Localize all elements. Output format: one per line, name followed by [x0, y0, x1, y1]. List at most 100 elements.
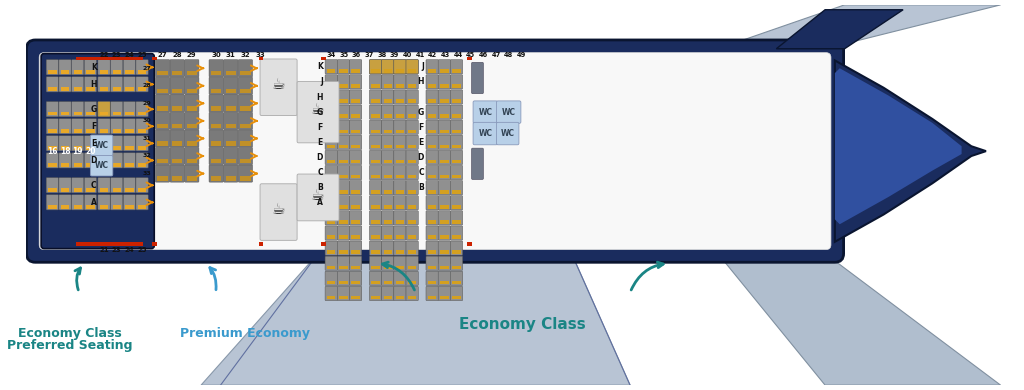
Bar	[395, 160, 404, 163]
FancyBboxPatch shape	[426, 90, 438, 104]
Bar	[395, 145, 404, 148]
FancyBboxPatch shape	[394, 256, 407, 270]
Bar	[428, 266, 436, 269]
FancyBboxPatch shape	[349, 90, 361, 104]
FancyBboxPatch shape	[349, 211, 361, 225]
Text: 20: 20	[85, 147, 95, 156]
FancyBboxPatch shape	[98, 101, 111, 117]
Bar	[158, 89, 168, 93]
FancyBboxPatch shape	[438, 211, 451, 225]
Bar	[76, 242, 142, 246]
Bar	[339, 296, 347, 299]
Bar	[225, 89, 236, 93]
Bar	[74, 188, 82, 191]
FancyBboxPatch shape	[325, 150, 337, 165]
Text: ☕: ☕	[311, 188, 325, 203]
Text: 33: 33	[142, 171, 152, 176]
Text: Economy Class: Economy Class	[460, 317, 586, 332]
FancyBboxPatch shape	[438, 60, 451, 74]
FancyBboxPatch shape	[438, 105, 451, 119]
FancyBboxPatch shape	[123, 119, 135, 134]
FancyBboxPatch shape	[349, 105, 361, 119]
FancyBboxPatch shape	[90, 135, 113, 156]
FancyBboxPatch shape	[370, 181, 382, 195]
Bar	[453, 250, 461, 254]
Bar	[408, 84, 417, 88]
Bar	[99, 70, 109, 74]
Bar	[384, 99, 392, 103]
Bar	[327, 296, 336, 299]
Bar	[395, 266, 404, 269]
FancyBboxPatch shape	[98, 136, 111, 151]
FancyBboxPatch shape	[370, 105, 382, 119]
FancyBboxPatch shape	[349, 165, 361, 180]
FancyBboxPatch shape	[394, 241, 407, 255]
FancyBboxPatch shape	[382, 241, 394, 255]
FancyBboxPatch shape	[170, 130, 184, 147]
Text: A: A	[317, 198, 323, 207]
FancyBboxPatch shape	[394, 211, 407, 225]
Bar	[395, 296, 404, 299]
FancyBboxPatch shape	[27, 40, 844, 262]
FancyBboxPatch shape	[406, 105, 418, 119]
Bar	[440, 175, 449, 178]
FancyBboxPatch shape	[239, 165, 253, 182]
Bar	[408, 129, 417, 133]
FancyBboxPatch shape	[59, 60, 72, 75]
FancyBboxPatch shape	[59, 153, 72, 168]
Bar	[428, 235, 436, 239]
Bar	[428, 250, 436, 254]
FancyBboxPatch shape	[451, 90, 463, 104]
Bar	[372, 220, 380, 224]
Text: 30: 30	[211, 51, 221, 57]
FancyBboxPatch shape	[325, 211, 337, 225]
FancyBboxPatch shape	[426, 165, 438, 180]
Bar	[113, 112, 121, 115]
Bar	[351, 296, 359, 299]
Bar	[86, 87, 94, 90]
FancyBboxPatch shape	[337, 226, 349, 240]
FancyBboxPatch shape	[325, 256, 337, 270]
Text: C: C	[418, 168, 424, 177]
FancyBboxPatch shape	[438, 181, 451, 195]
Bar	[327, 266, 336, 269]
FancyBboxPatch shape	[325, 75, 337, 89]
Bar	[327, 250, 336, 254]
FancyBboxPatch shape	[426, 211, 438, 225]
FancyBboxPatch shape	[41, 53, 155, 249]
FancyBboxPatch shape	[337, 256, 349, 270]
Text: 29: 29	[187, 51, 197, 57]
FancyBboxPatch shape	[451, 75, 463, 89]
Bar	[408, 250, 417, 254]
Bar	[384, 175, 392, 178]
Bar	[327, 220, 336, 224]
Bar	[186, 106, 197, 110]
FancyBboxPatch shape	[136, 195, 148, 210]
Bar	[351, 235, 359, 239]
FancyBboxPatch shape	[209, 147, 223, 165]
FancyBboxPatch shape	[46, 77, 58, 92]
FancyBboxPatch shape	[370, 196, 382, 210]
Bar	[60, 112, 70, 115]
FancyBboxPatch shape	[382, 181, 394, 195]
Bar	[351, 250, 359, 254]
FancyBboxPatch shape	[349, 196, 361, 210]
FancyBboxPatch shape	[473, 122, 498, 145]
Bar	[351, 99, 359, 103]
Bar	[138, 129, 146, 133]
FancyBboxPatch shape	[123, 153, 135, 168]
Text: E: E	[419, 138, 424, 147]
FancyBboxPatch shape	[46, 136, 58, 151]
Text: 48: 48	[504, 51, 513, 57]
Bar	[384, 220, 392, 224]
Bar	[211, 89, 221, 93]
Bar	[428, 84, 436, 88]
Text: 16: 16	[47, 147, 57, 156]
Text: E: E	[317, 138, 323, 147]
Polygon shape	[835, 60, 986, 242]
Text: ☕: ☕	[311, 102, 325, 117]
Bar	[74, 70, 82, 74]
Text: F: F	[419, 123, 424, 132]
Bar	[440, 281, 449, 284]
FancyBboxPatch shape	[325, 120, 337, 134]
